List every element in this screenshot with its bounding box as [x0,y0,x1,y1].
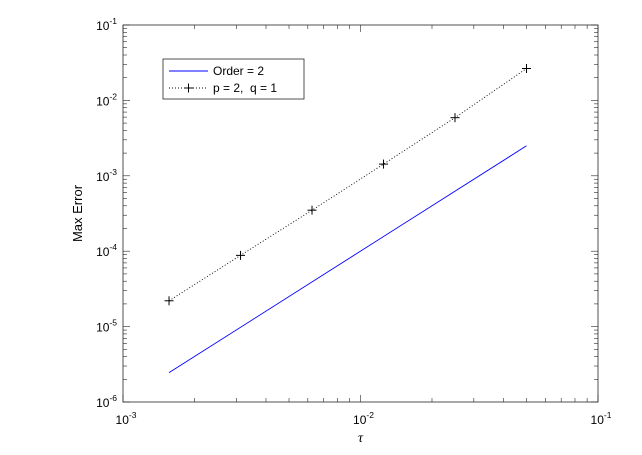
y-tick-label: 10-1 [96,16,117,33]
y-tick-label: 10-4 [96,242,117,259]
series-line-2 [168,68,527,302]
series-2-point [307,205,317,215]
series-layer [164,63,532,374]
y-tick-label: 10-2 [96,91,117,108]
legend: Order = 2 p = 2, q = 1 [162,58,305,100]
legend-entry-label: Order = 2 [213,64,264,78]
ticks: 10-3 10-2 10-1 10-6 10-5 10-4 10-3 10-2 10-1 [96,16,612,427]
x-tick-label: 10-1 [591,410,612,427]
legend-entry-label: p = 2, q = 1 [213,81,277,95]
y-tick-label: 10-6 [96,393,117,410]
x-tick-label: 10-2 [353,410,374,427]
y-axis-label: Max Error [70,184,85,242]
x-tick-label: 10-3 [116,410,137,427]
series-2-point [450,113,460,123]
series-2-point [379,159,389,169]
series-2-point [522,63,532,73]
series-2-point [164,296,174,306]
y-tick-label: 10-5 [96,318,117,335]
x-axis-label: τ [358,431,364,446]
series-2-point [236,250,246,260]
series-line-1 [168,145,527,374]
legend-box [162,58,305,100]
y-tick-label: 10-3 [96,167,117,184]
